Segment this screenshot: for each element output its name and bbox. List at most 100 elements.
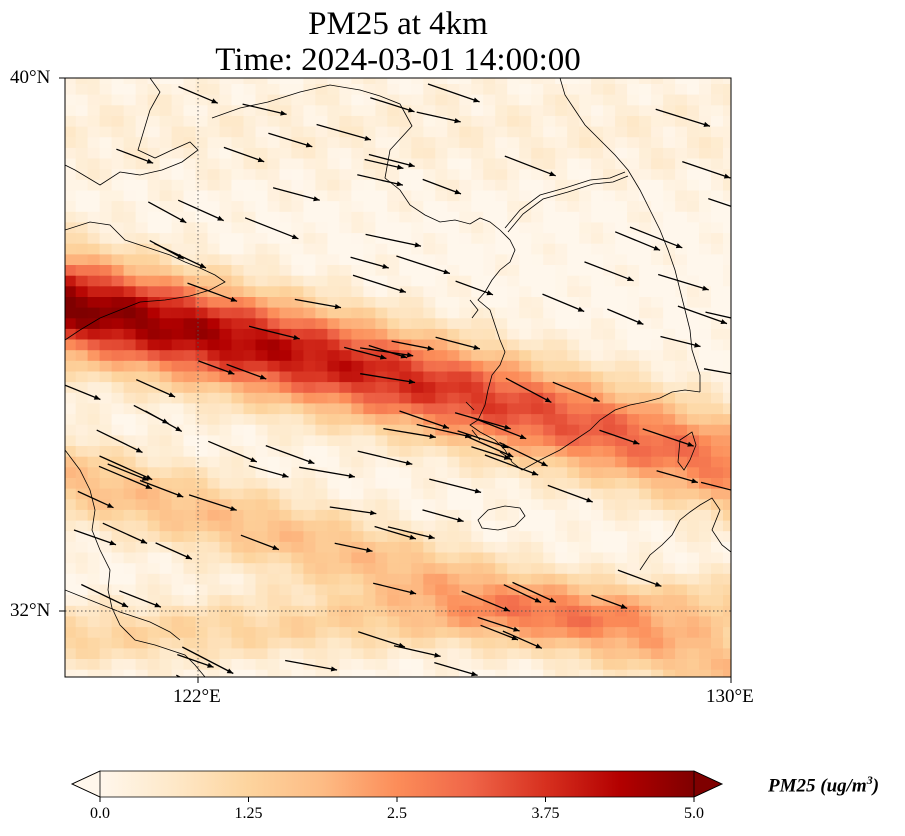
pm25-cell-323 bbox=[447, 626, 460, 638]
pm25-cell-2024 bbox=[675, 317, 688, 329]
pm25-cell-838 bbox=[363, 530, 377, 542]
pm25-cell-2343 bbox=[327, 253, 341, 265]
pm25-cell-1478 bbox=[387, 413, 400, 425]
pm25-cell-2023 bbox=[663, 317, 676, 329]
pm25-cell-526 bbox=[99, 583, 113, 596]
pm25-cell-1899 bbox=[567, 338, 580, 351]
wind-arrow-shaft bbox=[502, 630, 543, 649]
pm25-cell-340 bbox=[651, 626, 664, 638]
pm25-cell-651 bbox=[207, 562, 221, 574]
wind-arrow-head bbox=[627, 276, 634, 281]
wind-arrow-shaft bbox=[512, 581, 557, 603]
wind-arrow-head bbox=[408, 162, 415, 168]
pm25-cell-2960 bbox=[75, 136, 89, 148]
pm25-cell-168 bbox=[675, 658, 688, 670]
pm25-cell-1755 bbox=[231, 360, 245, 372]
pm25-cell-2425 bbox=[615, 243, 628, 255]
pm25-cell-244 bbox=[195, 637, 209, 649]
pm25-cell-1654 bbox=[411, 381, 424, 393]
pm25-cell-708 bbox=[195, 551, 209, 564]
wind-arrow bbox=[368, 153, 415, 168]
pm25-cell-70 bbox=[195, 669, 209, 677]
pm25-cell-3249 bbox=[65, 83, 77, 95]
pm25-cell-3042 bbox=[363, 125, 377, 138]
pm25-cell-1922 bbox=[147, 328, 161, 340]
pm25-cell-1091 bbox=[615, 488, 628, 500]
pm25-cell-1641 bbox=[255, 381, 269, 393]
pm25-cell-961 bbox=[447, 509, 460, 521]
pm25-cell-3266 bbox=[267, 83, 281, 95]
pm25-cell-759 bbox=[111, 541, 125, 553]
pm25-cell-1436 bbox=[579, 424, 592, 436]
wind-arrow-head bbox=[687, 441, 694, 447]
pm25-cell-2542 bbox=[627, 221, 640, 234]
pm25-cell-3096 bbox=[315, 115, 329, 127]
pm25-cell-928 bbox=[52, 509, 65, 520]
pm25-cell-2078 bbox=[627, 307, 640, 319]
pm25-cell-1285 bbox=[159, 445, 173, 457]
pm25-cell-2982 bbox=[339, 136, 353, 148]
pm25-cell-1472 bbox=[315, 413, 329, 425]
pm25-cell-554 bbox=[435, 583, 448, 596]
pm25-cell-1394 bbox=[75, 424, 89, 436]
pm25-cell-486 bbox=[315, 594, 329, 606]
pm25-cell-2501 bbox=[135, 221, 149, 234]
pm25-cell-3146 bbox=[219, 104, 233, 116]
pm25-cell-1704 bbox=[315, 370, 329, 383]
pm25-cell-2670 bbox=[75, 189, 89, 202]
pm25-cell-3114 bbox=[531, 115, 544, 127]
pm25-cell-609 bbox=[399, 573, 412, 585]
wind-arrow bbox=[329, 506, 377, 516]
pm25-cell-1398 bbox=[123, 424, 137, 436]
pm25-cell-762 bbox=[147, 541, 161, 553]
pm25-cell-1819 bbox=[303, 349, 317, 361]
pm25-cell-3288 bbox=[531, 83, 544, 95]
pm25-cell-380 bbox=[435, 615, 448, 628]
pm25-cell-1097 bbox=[687, 488, 700, 500]
pm25-cell-2793 bbox=[159, 168, 173, 180]
pm25-cell-2906 bbox=[123, 147, 137, 159]
pm25-cell-292 bbox=[75, 626, 89, 638]
pm25-cell-120 bbox=[99, 658, 113, 670]
pm25-cell-2826 bbox=[555, 168, 568, 180]
pm25-cell-1253 bbox=[471, 456, 484, 468]
pm25-cell-39 bbox=[519, 680, 532, 691]
pm25-cell-2188 bbox=[555, 285, 568, 297]
pm25-cell-2772 bbox=[603, 179, 616, 191]
pm25-cell-275 bbox=[567, 637, 580, 649]
pm25-cell-2984 bbox=[363, 136, 377, 148]
pm25-cell-190 bbox=[243, 647, 257, 659]
pm25-cell-469 bbox=[111, 594, 125, 606]
pm25-cell-1506 bbox=[723, 413, 731, 425]
pm25-cell-1085 bbox=[543, 488, 556, 500]
pm25-cell-317 bbox=[375, 626, 389, 638]
pm25-cell-2459 bbox=[327, 232, 341, 244]
wind-arrow-head bbox=[405, 460, 413, 466]
pm25-cell-3333 bbox=[375, 78, 389, 84]
pm25-cell-118 bbox=[75, 658, 89, 670]
wind-arrow-shaft bbox=[285, 659, 338, 671]
pm25-cell-976 bbox=[627, 509, 640, 521]
wind-arrow bbox=[119, 590, 162, 608]
pm25-cell-397 bbox=[639, 615, 652, 628]
pm25-cell-2153 bbox=[135, 285, 149, 297]
pm25-cell-2706 bbox=[507, 189, 520, 202]
pm25-cell-1728 bbox=[603, 370, 616, 383]
pm25-cell-2207 bbox=[87, 275, 101, 287]
pm25-cell-592 bbox=[195, 573, 209, 585]
pm25-cell-2301 bbox=[519, 264, 532, 276]
pm25-cell-394 bbox=[603, 615, 616, 628]
pm25-cell-180 bbox=[123, 647, 137, 659]
wind-arrow-shaft bbox=[422, 509, 464, 523]
pm25-cell-1662 bbox=[507, 381, 520, 393]
pm25-cell-265 bbox=[447, 637, 460, 649]
pm25-cell-2122 bbox=[459, 296, 472, 308]
pm25-cell-2221 bbox=[255, 275, 269, 287]
pm25-cell-155 bbox=[519, 658, 532, 670]
pm25-cell-714 bbox=[267, 551, 281, 564]
pm25-cell-1312 bbox=[483, 445, 496, 457]
pm25-cell-666 bbox=[387, 562, 400, 574]
pm25-cell-3151 bbox=[279, 104, 293, 116]
pm25-cell-1848 bbox=[651, 349, 664, 361]
pm25-cell-2735 bbox=[159, 179, 173, 191]
